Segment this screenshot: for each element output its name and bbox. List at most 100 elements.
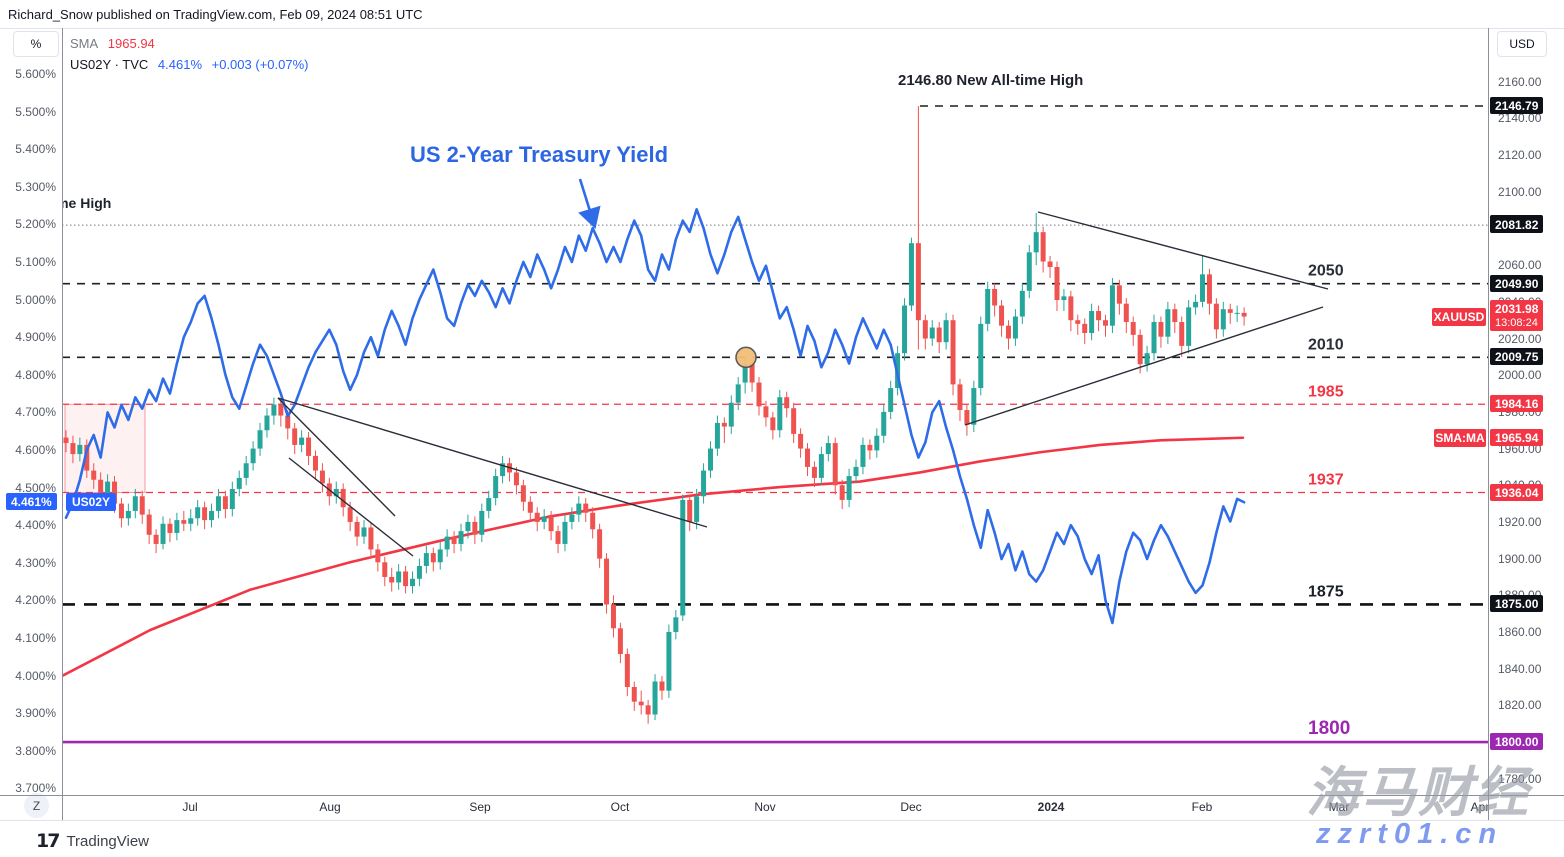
time-axis-label-Feb: Feb — [1191, 800, 1213, 814]
watermark-url: zzrt01.cn — [1316, 818, 1504, 850]
left-axis-border — [62, 28, 63, 820]
chart-frame-bottom — [0, 820, 1564, 821]
level-label-1875: 1875 — [1308, 583, 1344, 600]
us02y-line[interactable] — [64, 208, 1246, 625]
right-axis-tick: 2120.00 — [1498, 148, 1542, 163]
left-axis-tick: 4.300% — [15, 555, 56, 570]
right-axis-tick: 1820.00 — [1498, 698, 1542, 713]
symbol-legend-row[interactable]: US02Y · TVC 4.461% +0.003 (+0.07%) — [70, 57, 314, 72]
left-axis-tick: 5.300% — [15, 179, 56, 194]
price-float-2146.79: 2146.79 — [1490, 97, 1544, 114]
time-axis-label-Oct: Oct — [610, 800, 630, 814]
trendline-4[interactable] — [964, 306, 1324, 426]
sma-legend-value: 1965.94 — [107, 36, 155, 51]
level-label-2050: 2050 — [1308, 263, 1344, 280]
time-axis-label-Jul: Jul — [182, 800, 198, 814]
right-axis-tick: 2060.00 — [1498, 258, 1542, 273]
left-axis-unit-button[interactable]: % — [13, 31, 59, 57]
right-axis-tick: 2100.00 — [1498, 184, 1542, 199]
symbol-legend-name: US02Y · TVC — [70, 57, 149, 72]
left-axis-tick: 4.200% — [15, 593, 56, 608]
left-axis-tick: 5.100% — [15, 255, 56, 269]
trendline-3[interactable] — [1037, 211, 1329, 290]
right-axis-tick: 1780.00 — [1498, 771, 1542, 786]
symbol-tag-xauusd: XAUUSD — [1432, 307, 1486, 326]
time-axis-label-Sep: Sep — [469, 800, 491, 814]
left-axis-tick: 5.200% — [15, 217, 56, 232]
chart-plot-area[interactable]: 2050 2010 1985 1937 1875 1800 All-time High — [62, 28, 1488, 795]
time-axis-label-Aug: Aug — [319, 800, 341, 814]
price-float-2049.90: 2049.90 — [1490, 274, 1544, 292]
left-axis-tick: 5.400% — [15, 142, 56, 157]
left-axis-tick: 4.600% — [15, 443, 56, 457]
time-axis-label-Mar: Mar — [1328, 800, 1350, 814]
price-float-2081.82: 2081.82 — [1490, 216, 1544, 234]
price-float-2009.75: 2009.75 — [1490, 348, 1544, 366]
symbol-legend-change: +0.003 (+0.07%) — [211, 57, 309, 72]
sma-legend-row[interactable]: SMA 1965.94 — [70, 36, 161, 51]
right-axis-tick: 2160.00 — [1498, 74, 1542, 89]
right-axis-border — [1488, 28, 1489, 820]
left-axis-tick: 5.500% — [15, 104, 56, 119]
right-axis-tick: 2140.00 — [1498, 111, 1542, 126]
time-axis-label-Nov: Nov — [754, 800, 776, 814]
level-label-1800: 1800 — [1308, 718, 1350, 739]
trendline-2[interactable] — [277, 397, 708, 528]
chart-canvas: 2050 2010 1985 1937 1875 1800 — [62, 105, 1488, 744]
time-axis[interactable]: Jul Aug Sep Oct Nov Dec 2024 Feb Mar Apr — [0, 796, 1564, 820]
reset-zoom-button[interactable]: Z — [24, 793, 49, 818]
price-float-1875.00: 1875.00 — [1490, 595, 1544, 613]
left-axis-tick: 4.700% — [15, 405, 56, 420]
publish-title-text: Richard_Snow published on TradingView.co… — [8, 7, 423, 22]
price-float-1936.04: 1936.04 — [1490, 483, 1544, 501]
previous-ath-note-clipped: All-time High — [62, 195, 112, 211]
tradingview-brand-name: TradingView — [66, 832, 149, 850]
symbol-legend-value: 4.461% — [157, 57, 202, 72]
sma-line[interactable] — [62, 436, 1245, 678]
price-float-1800.00: 1800.00 — [1490, 733, 1544, 750]
trendline-1[interactable] — [288, 457, 414, 557]
new-ath-annotation: 2146.80 New All-time High — [898, 72, 1084, 89]
left-axis-tick: 5.000% — [15, 292, 56, 307]
left-axis-tick: 3.800% — [15, 743, 56, 758]
price-float-1965.94: 1965.94 — [1490, 428, 1544, 446]
level-label-1985: 1985 — [1308, 383, 1344, 400]
publish-title: Richard_Snow published on TradingView.co… — [8, 4, 423, 26]
level-label-1937: 1937 — [1308, 472, 1344, 489]
right-axis-unit-button[interactable]: USD — [1497, 31, 1547, 57]
yield-annotation-arrow — [578, 178, 601, 229]
left-price-axis[interactable]: 5.600% 5.500% 5.400% 5.300% 5.200% 5.100% 5.00… — [0, 28, 62, 795]
left-axis-tick: 4.500% — [15, 480, 56, 495]
price-float-1984.16: 1984.16 — [1490, 395, 1544, 413]
time-axis-label-2024: 2024 — [1037, 800, 1065, 814]
left-axis-tick: 4.400% — [15, 518, 56, 533]
right-axis-tick: 2020.00 — [1498, 331, 1542, 346]
tradingview-logo-icon: 17 — [36, 830, 60, 852]
time-axis-label-Dec: Dec — [900, 800, 922, 814]
tradingview-brand[interactable]: 17 TradingView — [36, 830, 149, 852]
right-axis-tick: 1840.00 — [1498, 661, 1542, 676]
left-axis-tick: 4.900% — [15, 330, 56, 345]
level-touch-marker[interactable] — [735, 346, 757, 369]
left-axis-tick: 4.800% — [15, 367, 56, 382]
sma-legend-label: SMA — [70, 36, 99, 51]
right-axis-tick: 1900.00 — [1498, 551, 1542, 566]
time-axis-border — [0, 795, 1564, 796]
trendline-0[interactable] — [277, 397, 396, 517]
sma-tag: SMA:MA — [1434, 428, 1486, 447]
price-float-2031.98: 2031.98 13:08:24 — [1490, 299, 1544, 331]
level-label-2010: 2010 — [1308, 336, 1344, 353]
left-axis-tick: 3.700% — [15, 781, 56, 796]
right-axis-tick: 1860.00 — [1498, 624, 1542, 639]
left-axis-tick: 4.100% — [15, 631, 56, 645]
header-divider — [0, 28, 1564, 29]
right-axis-tick: 2000.00 — [1498, 368, 1542, 383]
yield-series-tag: US02Y — [66, 493, 116, 512]
left-axis-tick: 5.600% — [15, 67, 56, 81]
time-axis-label-Apr: Apr — [1470, 800, 1490, 814]
right-axis-tick: 1920.00 — [1498, 514, 1542, 529]
yield-annotation: US 2-Year Treasury Yield — [410, 142, 669, 167]
yield-axis-float: 4.461% — [6, 493, 57, 511]
left-axis-tick: 4.000% — [15, 668, 56, 683]
